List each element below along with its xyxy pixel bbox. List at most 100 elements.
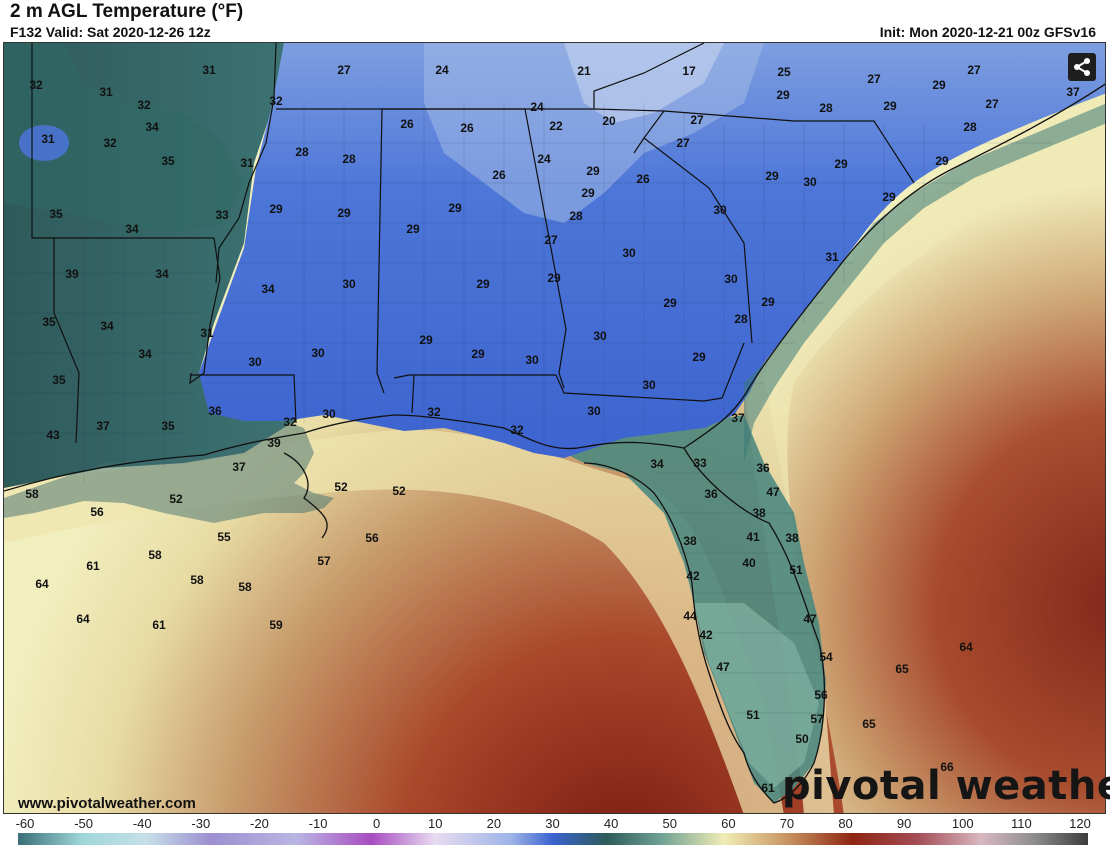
county-lines	[4, 103, 1054, 714]
colorbar-tick-label: 20	[486, 816, 502, 831]
temperature-label: 20	[602, 114, 616, 128]
temperature-label: 47	[766, 485, 780, 499]
temperature-label: 54	[819, 650, 833, 664]
temperature-label: 34	[155, 267, 169, 281]
share-button[interactable]	[1068, 53, 1096, 81]
temperature-label: 56	[365, 531, 379, 545]
colorbar-tick-label: 60	[721, 816, 736, 831]
temperature-label: 36	[208, 404, 222, 418]
temperature-label: 28	[734, 312, 748, 326]
temperature-label: 64	[35, 577, 49, 591]
temperature-label: 21	[577, 64, 591, 78]
colorbar-tick-label: 90	[896, 816, 912, 831]
brand-logo: pivotal weather	[782, 763, 1110, 809]
temperature-label: 29	[337, 206, 351, 220]
colorbar: -60 -50 -40 -30 -20 -10 0 10 20 30 40 50 60 70 80 90 100…	[0, 814, 1110, 860]
temperature-label: 26	[460, 121, 474, 135]
temperature-label: 35	[49, 207, 63, 221]
temperature-label: 29	[765, 169, 779, 183]
temperature-label: 42	[699, 628, 713, 642]
temperature-label: 58	[190, 573, 204, 587]
temperature-label: 35	[52, 373, 66, 387]
temperature-label: 38	[683, 534, 697, 548]
temperature-label: 65	[895, 662, 909, 676]
coastline	[4, 83, 1105, 804]
temperature-label: 61	[761, 781, 775, 795]
temperature-label: 17	[682, 64, 696, 78]
temperature-label: 42	[686, 569, 700, 583]
temperature-label: 32	[137, 98, 151, 112]
temperature-label: 43	[46, 428, 60, 442]
share-icon	[1074, 58, 1090, 76]
temperature-label: 55	[217, 530, 231, 544]
temperature-label: 30	[724, 272, 738, 286]
temperature-label: 34	[100, 319, 114, 333]
colorbar-tick-label: -20	[250, 816, 269, 831]
temperature-label: 28	[963, 120, 977, 134]
temperature-label: 34	[261, 282, 275, 296]
temperature-label: 31	[99, 85, 113, 99]
temperature-label: 30	[587, 404, 601, 418]
temperature-label: 29	[406, 222, 420, 236]
colorbar-tick-label: 70	[779, 816, 795, 831]
temperature-label: 57	[317, 554, 331, 568]
temperature-label: 29	[663, 296, 677, 310]
map-canvas	[4, 43, 1105, 813]
temperature-label: 30	[713, 203, 727, 217]
temperature-label: 34	[125, 222, 139, 236]
temperature-label: 34	[145, 120, 159, 134]
temperature-label: 44	[683, 609, 697, 623]
temperature-label: 36	[704, 487, 718, 501]
colorbar-tick-label: 10	[428, 816, 443, 831]
colorbar-tick-label: -10	[308, 816, 328, 831]
temperature-label: 32	[103, 136, 117, 150]
temperature-label: 32	[510, 423, 524, 437]
colorbar-tick-label: 120	[1069, 816, 1091, 831]
temperature-label: 27	[337, 63, 351, 77]
temperature-label: 29	[882, 190, 896, 204]
temperature-label: 47	[803, 612, 817, 626]
temperature-label: 27	[690, 113, 704, 127]
temperature-label: 39	[267, 436, 281, 450]
temperature-label: 37	[96, 419, 110, 433]
temperature-label: 28	[342, 152, 356, 166]
temperature-label: 29	[776, 88, 790, 102]
temperature-label: 29	[476, 277, 490, 291]
state-borders	[31, 43, 915, 444]
temperature-label: 33	[693, 456, 707, 470]
map-title: 2 m AGL Temperature (°F)	[10, 1, 244, 22]
temperature-label: 29	[471, 347, 485, 361]
temperature-label: 56	[814, 688, 828, 702]
temperature-label: 58	[238, 580, 252, 594]
temperature-map[interactable]: 32 31 32 34 31 32 35 31 32 31 27 24 21 17 25 27 29 27 37 29…	[3, 42, 1106, 814]
temperature-label: 64	[76, 612, 90, 626]
temperature-label: 30	[642, 378, 656, 392]
temperature-label: 31	[200, 326, 214, 340]
temperature-label: 27	[676, 136, 690, 150]
temperature-label: 52	[169, 492, 183, 506]
temperature-label: 50	[795, 732, 809, 746]
temperature-label: 29	[419, 333, 433, 347]
header: 2 m AGL Temperature (°F) F132 Valid: Sat…	[0, 0, 1110, 42]
colorbar-tick-label: -60	[15, 816, 35, 831]
temperature-label: 28	[569, 209, 583, 223]
temperature-label: 34	[138, 347, 152, 361]
temperature-label: 32	[269, 94, 283, 108]
temperature-label: 32	[283, 415, 297, 429]
temperature-label: 27	[544, 233, 558, 247]
temperature-label: 30	[311, 346, 325, 360]
colorbar-tick-label: 100	[951, 816, 974, 831]
temperature-label: 41	[746, 530, 760, 544]
temperature-label: 24	[530, 100, 544, 114]
temperature-label: 29	[932, 78, 946, 92]
temperature-label: 30	[322, 407, 336, 421]
temperature-label: 52	[392, 484, 406, 498]
temperature-label: 51	[789, 563, 803, 577]
temperature-label: 31	[202, 63, 216, 77]
valid-time: F132 Valid: Sat 2020-12-26 12z	[10, 24, 211, 40]
temperature-label: 22	[549, 119, 563, 133]
temperature-label: 25	[777, 65, 791, 79]
temperature-label: 37	[731, 411, 745, 425]
colorbar-tick-label: 80	[838, 816, 853, 831]
